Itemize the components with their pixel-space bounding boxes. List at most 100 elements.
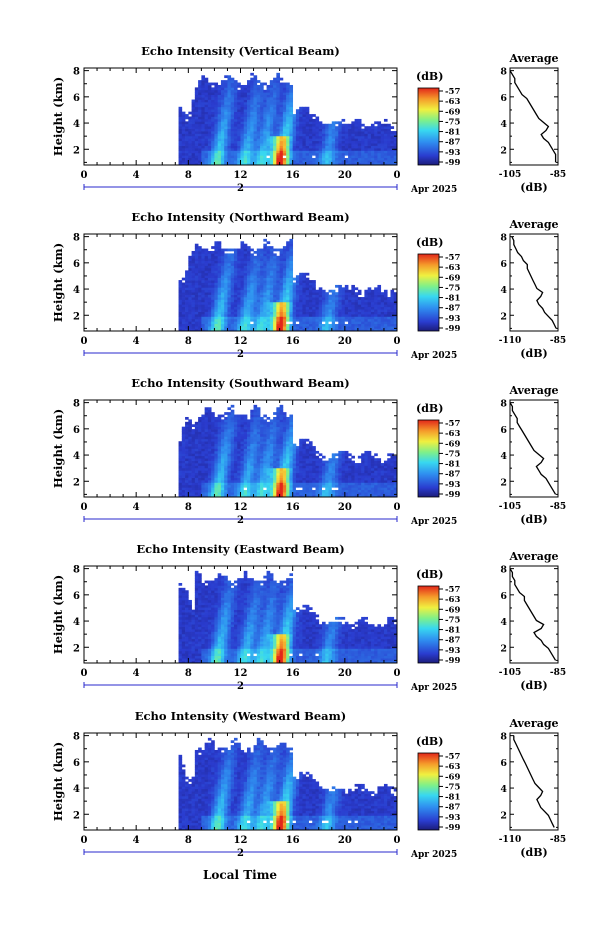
colorbar-tick-label: -87 bbox=[445, 803, 460, 813]
colorbar-tick-label: -63 bbox=[445, 263, 460, 273]
x-tick-label: 16 bbox=[286, 336, 300, 347]
average-x-tick-label: -85 bbox=[550, 502, 566, 512]
average-x-tick-label: -110 bbox=[499, 336, 522, 346]
date-day-label: 2 bbox=[237, 349, 244, 360]
y-tick-label: 6 bbox=[73, 425, 80, 436]
y-tick-label: 8 bbox=[73, 233, 80, 244]
average-y-tick-label: 6 bbox=[500, 758, 507, 769]
date-label: Apr 2025 bbox=[410, 517, 457, 527]
colorbar-tick-label: -75 bbox=[445, 283, 460, 293]
colorbar: (dB)-57-63-69-75-81-87-93-99 bbox=[416, 568, 460, 666]
y-tick-label: 2 bbox=[73, 810, 80, 821]
average-x-label: (dB) bbox=[520, 513, 547, 526]
y-tick-label: 4 bbox=[73, 285, 80, 296]
average-x-label: (dB) bbox=[520, 181, 547, 194]
colorbar-tick-label: -69 bbox=[445, 439, 460, 449]
average-profile: Average 2 4 6 8 -110 -85(dB) bbox=[499, 717, 566, 859]
average-y-tick-label: 6 bbox=[500, 591, 507, 602]
average-y-tick-label: 8 bbox=[500, 399, 507, 410]
y-tick-label: 6 bbox=[73, 259, 80, 270]
x-tick-label: 4 bbox=[133, 336, 140, 347]
x-tick-label: 0 bbox=[81, 502, 88, 513]
average-x-tick-label: -85 bbox=[550, 336, 566, 346]
x-tick-label: 12 bbox=[234, 336, 248, 347]
colorbar-tick-label: -87 bbox=[445, 304, 460, 314]
colorbar-tick-label: -69 bbox=[445, 605, 460, 615]
date-axis: 2 Apr 2025 bbox=[83, 515, 457, 527]
average-y-tick-label: 2 bbox=[500, 643, 507, 654]
average-y-tick-label: 2 bbox=[500, 477, 507, 488]
x-axis-label: Local Time bbox=[203, 868, 277, 882]
colorbar-tick-label: -75 bbox=[445, 117, 460, 127]
average-y-tick-label: 2 bbox=[500, 145, 507, 156]
chart-title: Echo Intensity (Westward Beam) bbox=[135, 709, 346, 723]
x-tick-label: 0 bbox=[81, 835, 88, 846]
average-profile: Average 2 4 6 8 -105 -85(dB) bbox=[499, 550, 566, 692]
chart-title: Echo Intensity (Northward Beam) bbox=[131, 210, 349, 224]
average-y-tick-label: 8 bbox=[500, 565, 507, 576]
average-title: Average bbox=[508, 717, 558, 730]
colorbar-gradient bbox=[417, 253, 440, 332]
x-tick-label: 4 bbox=[133, 835, 140, 846]
average-title: Average bbox=[508, 384, 558, 397]
x-tick-label: 4 bbox=[133, 668, 140, 679]
y-tick-label: 8 bbox=[73, 732, 80, 743]
y-axis: 2 4 6 8 bbox=[73, 399, 397, 495]
x-tick-label: 12 bbox=[234, 835, 248, 846]
y-tick-label: 8 bbox=[73, 565, 80, 576]
x-tick-label: 16 bbox=[286, 170, 300, 181]
x-tick-label: 8 bbox=[185, 835, 192, 846]
x-tick-label: 0 bbox=[394, 170, 401, 181]
average-y-tick-label: 4 bbox=[500, 617, 507, 628]
colorbar-tick-label: -75 bbox=[445, 615, 460, 625]
y-axis-label: Height (km) bbox=[51, 243, 65, 322]
average-y-tick-label: 6 bbox=[500, 425, 507, 436]
colorbar-tick-label: -57 bbox=[445, 585, 460, 595]
date-label: Apr 2025 bbox=[410, 185, 457, 195]
y-tick-label: 2 bbox=[73, 643, 80, 654]
colorbar: (dB)-57-63-69-75-81-87-93-99 bbox=[416, 236, 460, 334]
colorbar-tick-label: -63 bbox=[445, 429, 460, 439]
y-tick-label: 4 bbox=[73, 451, 80, 462]
chart-panel: Echo Intensity (Westward Beam) Height (km… bbox=[51, 709, 566, 860]
average-y-tick-label: 2 bbox=[500, 311, 507, 322]
y-tick-label: 2 bbox=[73, 311, 80, 322]
date-axis: 2 Apr 2025 bbox=[83, 681, 457, 693]
y-axis: 2 4 6 8 bbox=[73, 565, 397, 661]
average-profile: Average 2 4 6 8 -105 -85(dB) bbox=[499, 52, 566, 194]
x-axis: 0 4 8 12 16 20 0 bbox=[81, 733, 401, 846]
colorbar-tick-label: -81 bbox=[445, 626, 460, 636]
x-tick-label: 0 bbox=[81, 668, 88, 679]
average-profile-line bbox=[509, 70, 557, 163]
colorbar-tick-label: -99 bbox=[445, 823, 460, 833]
colorbar-tick-label: -81 bbox=[445, 294, 460, 304]
y-axis-label: Height (km) bbox=[51, 77, 65, 156]
colorbar-tick-label: -69 bbox=[445, 107, 460, 117]
average-profile-line bbox=[513, 735, 555, 828]
date-day-label: 2 bbox=[237, 681, 244, 692]
x-tick-label: 20 bbox=[338, 835, 352, 846]
x-tick-label: 12 bbox=[234, 502, 248, 513]
average-y-tick-label: 8 bbox=[500, 233, 507, 244]
colorbar: (dB)-57-63-69-75-81-87-93-99 bbox=[416, 402, 460, 500]
x-tick-label: 20 bbox=[338, 336, 352, 347]
date-day-label: 2 bbox=[237, 515, 244, 526]
average-x-tick-label: -85 bbox=[550, 170, 566, 180]
average-y-tick-label: 8 bbox=[500, 67, 507, 78]
average-frame bbox=[509, 565, 559, 664]
x-tick-label: 8 bbox=[185, 336, 192, 347]
average-x-tick-label: -85 bbox=[550, 668, 566, 678]
average-y-tick-label: 4 bbox=[500, 784, 507, 795]
colorbar-tick-label: -87 bbox=[445, 470, 460, 480]
x-tick-label: 8 bbox=[185, 502, 192, 513]
colorbar-tick-label: -81 bbox=[445, 128, 460, 138]
average-profile-line bbox=[509, 568, 557, 661]
x-tick-label: 0 bbox=[394, 668, 401, 679]
colorbar-tick-label: -69 bbox=[445, 273, 460, 283]
x-tick-label: 0 bbox=[394, 336, 401, 347]
x-tick-label: 20 bbox=[338, 170, 352, 181]
colorbar-tick-label: -99 bbox=[445, 158, 460, 168]
average-y-tick-label: 6 bbox=[500, 259, 507, 270]
y-axis-label: Height (km) bbox=[51, 409, 65, 488]
x-tick-label: 20 bbox=[338, 668, 352, 679]
